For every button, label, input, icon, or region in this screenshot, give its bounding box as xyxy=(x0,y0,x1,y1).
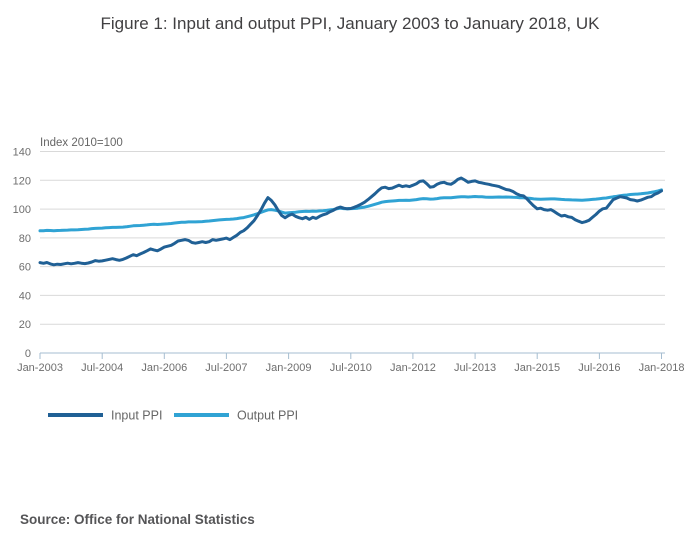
ppi-line-chart: 0 20 40 60 80 100 120 140 Index 2010=100 Jan-2003… xyxy=(13,137,685,423)
x-tick-label-Jan-2009: Jan-2009 xyxy=(266,362,312,374)
y-tick-label-120: 120 xyxy=(13,175,31,187)
x-tick-label-Jul-2013: Jul-2013 xyxy=(454,362,496,374)
y-tick-label-40: 40 xyxy=(19,290,31,302)
legend-label-input-ppi: Input PPI xyxy=(111,409,162,423)
x-tick-label-Jan-2018: Jan-2018 xyxy=(639,362,685,374)
y-tick-label-0: 0 xyxy=(25,348,31,360)
legend-label-output-ppi: Output PPI xyxy=(237,409,298,423)
index-unit-label: Index 2010=100 xyxy=(40,137,123,149)
x-tick-label-Jan-2015: Jan-2015 xyxy=(514,362,560,374)
x-tick-label-Jul-2004: Jul-2004 xyxy=(81,362,123,374)
y-tick-label-100: 100 xyxy=(13,204,31,216)
x-tick-label-Jan-2012: Jan-2012 xyxy=(390,362,436,374)
x-tick-label-Jul-2007: Jul-2007 xyxy=(205,362,247,374)
y-tick-label-80: 80 xyxy=(19,233,31,245)
output-ppi-line xyxy=(38,188,663,233)
x-tick-label-Jul-2010: Jul-2010 xyxy=(330,362,372,374)
y-tick-label-60: 60 xyxy=(19,262,31,274)
y-tick-label-140: 140 xyxy=(13,147,31,159)
x-tick-label-Jan-2006: Jan-2006 xyxy=(141,362,187,374)
figure-title: Figure 1: Input and output PPI, January … xyxy=(100,14,600,33)
input-ppi-line xyxy=(38,176,663,267)
source-note: Source: Office for National Statistics xyxy=(20,512,255,527)
x-tick-label-Jul-2016: Jul-2016 xyxy=(578,362,620,374)
y-tick-label-20: 20 xyxy=(19,319,31,331)
x-tick-label-Jan-2003: Jan-2003 xyxy=(17,362,63,374)
